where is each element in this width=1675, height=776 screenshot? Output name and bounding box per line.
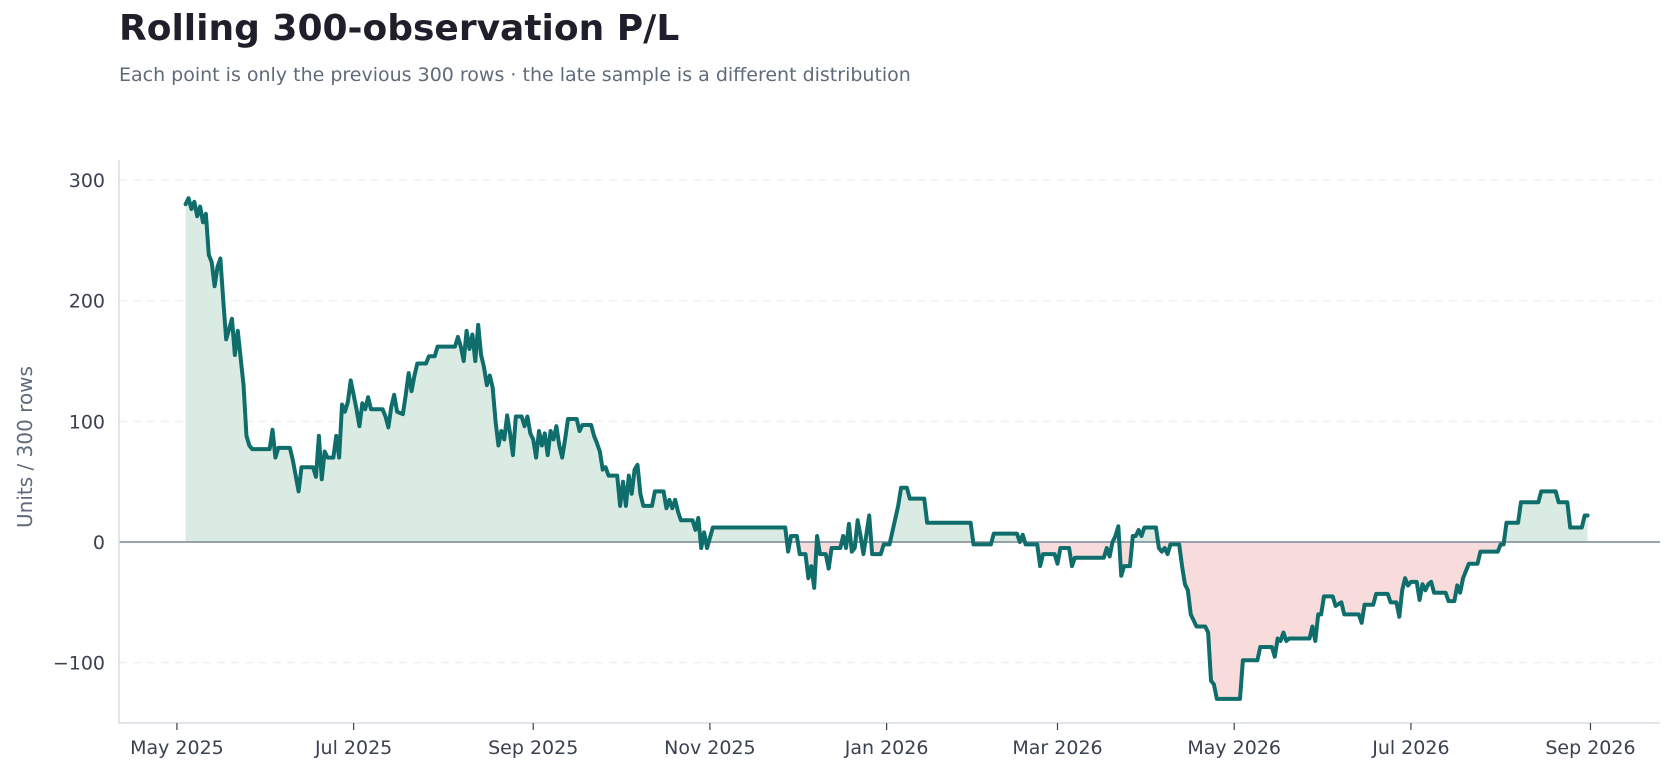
chart-title: Rolling 300-observation P/L (119, 8, 680, 49)
positive-area (185, 198, 701, 543)
y-tick-label: −100 (53, 653, 105, 675)
series-line (183, 196, 1590, 701)
x-tick-label: Nov 2025 (664, 737, 755, 759)
negative-area (1024, 542, 1113, 567)
x-tick-label: Jul 2025 (314, 737, 392, 759)
positive-area (1503, 491, 1588, 543)
x-tick-label: Jan 2026 (844, 737, 929, 759)
y-tick-label: 200 (69, 291, 105, 313)
x-tick-label: May 2025 (130, 737, 224, 759)
x-tick-label: Jul 2026 (1371, 737, 1449, 759)
axes (118, 160, 1660, 730)
x-tick-label: May 2026 (1187, 737, 1281, 759)
chart-subtitle: Each point is only the previous 300 rows… (119, 64, 911, 86)
y-tick-labels: −100 0 100 200 300 (53, 170, 105, 675)
x-tick-labels: May 2025 Jul 2025 Sep 2025 Nov 2025 Jan 2026… (130, 737, 1636, 759)
x-tick-label: Sep 2026 (1545, 737, 1635, 759)
x-tick-label: Mar 2026 (1012, 737, 1102, 759)
y-tick-label: 0 (93, 532, 105, 554)
x-tick-label: Sep 2025 (488, 737, 578, 759)
positive-area (708, 527, 787, 543)
positive-area (890, 487, 974, 543)
y-axis-label: Units / 300 rows (13, 366, 37, 528)
y-tick-label: 100 (69, 411, 105, 433)
area-fills (185, 198, 1588, 699)
y-tick-label: 300 (69, 170, 105, 192)
